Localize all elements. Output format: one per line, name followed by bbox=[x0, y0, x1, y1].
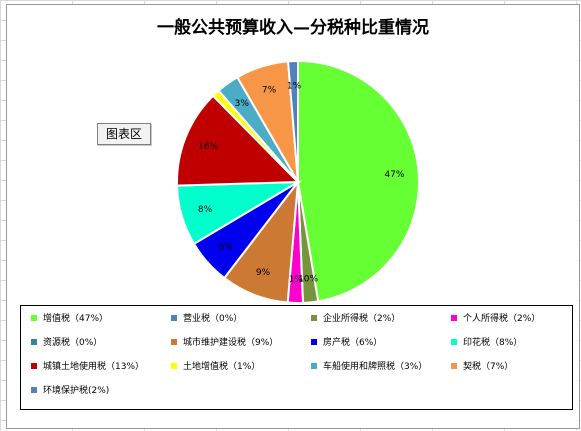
legend-swatch bbox=[31, 362, 37, 369]
legend-label: 车船使用和牌照税（3%） bbox=[323, 362, 428, 372]
chart-area-tooltip: 图表区 bbox=[97, 123, 151, 145]
pie-slice-12[interactable] bbox=[286, 59, 299, 183]
legend-label: 城市维护建设税（9%） bbox=[183, 338, 279, 348]
data-label-5: 9% bbox=[256, 268, 271, 278]
legend-swatch bbox=[311, 338, 317, 345]
pie-data-labels: 47%10%1%9%6%8%16%3%7% 1% bbox=[198, 81, 405, 284]
legend-item-2[interactable]: 企业所得税（2%） bbox=[311, 312, 400, 326]
legend-item-4[interactable]: 资源税（0%） bbox=[31, 336, 102, 350]
data-label-6: 6% bbox=[218, 242, 233, 252]
pie-slice-8[interactable] bbox=[176, 94, 301, 187]
legend-label: 个人所得税（2%） bbox=[463, 314, 541, 324]
legend-item-11[interactable]: 契税（7%） bbox=[451, 360, 513, 374]
legend-label: 营业税（0%） bbox=[183, 314, 243, 324]
legend-label: 城镇土地使用税（13%） bbox=[43, 362, 145, 372]
pie-slices bbox=[176, 59, 420, 304]
legend-label: 增值税（47%） bbox=[43, 314, 109, 324]
chart-legend[interactable]: 增值税（47%） 营业税（0%） 企业所得税（2%） 个人所得税（2%） 资源税（0%）… bbox=[20, 305, 573, 410]
legend-swatch bbox=[31, 386, 37, 393]
data-label-11: 7% bbox=[262, 86, 277, 96]
legend-label: 环境保护税(2%) bbox=[43, 386, 110, 396]
chart-area[interactable]: 一般公共预算收入—分税种比重情况 图表区 47% 10% 1% 9% 6% 8% 16% 3%… bbox=[6, 4, 580, 429]
legend-label: 企业所得税（2%） bbox=[323, 314, 401, 324]
legend-item-3[interactable]: 个人所得税（2%） bbox=[451, 312, 540, 326]
legend-swatch bbox=[451, 338, 457, 345]
data-label-7: 8% bbox=[198, 205, 213, 215]
data-label-3: 1% bbox=[289, 275, 304, 285]
legend-swatch bbox=[451, 314, 457, 321]
data-label-12: 1% bbox=[287, 81, 302, 91]
pie-chart[interactable]: 47%10%1%9%6%8%16%3%7% 1% bbox=[7, 5, 579, 305]
legend-item-0[interactable]: 增值税（47%） bbox=[31, 312, 108, 326]
legend-swatch bbox=[31, 338, 37, 345]
data-label-0: 47% bbox=[384, 170, 404, 180]
legend-swatch bbox=[451, 362, 457, 369]
legend-item-8[interactable]: 城镇土地使用税（13%） bbox=[31, 360, 144, 374]
legend-label: 资源税（0%） bbox=[43, 338, 103, 348]
legend-label: 印花税（8%） bbox=[463, 338, 523, 348]
legend-item-9[interactable]: 土地增值税（1%） bbox=[171, 360, 260, 374]
legend-item-1[interactable]: 营业税（0%） bbox=[171, 312, 242, 326]
legend-swatch bbox=[171, 338, 177, 345]
legend-swatch bbox=[171, 314, 177, 321]
legend-swatch bbox=[171, 362, 177, 369]
legend-label: 土地增值税（1%） bbox=[183, 362, 261, 372]
legend-item-7[interactable]: 印花税（8%） bbox=[451, 336, 522, 350]
legend-item-6[interactable]: 房产税（6%） bbox=[311, 336, 382, 350]
pie-slice-0[interactable] bbox=[297, 59, 420, 303]
chart-title: 一般公共预算收入—分税种比重情况 bbox=[157, 18, 429, 38]
legend-item-12[interactable]: 环境保护税(2%) bbox=[31, 384, 109, 398]
legend-item-5[interactable]: 城市维护建设税（9%） bbox=[171, 336, 278, 350]
legend-item-10[interactable]: 车船使用和牌照税（3%） bbox=[311, 360, 427, 374]
legend-swatch bbox=[311, 314, 317, 321]
data-label-2: 10% bbox=[298, 274, 318, 284]
legend-swatch bbox=[311, 362, 317, 369]
legend-swatch bbox=[31, 314, 37, 321]
legend-label: 房产税（6%） bbox=[323, 338, 383, 348]
data-label-10: 3% bbox=[235, 99, 250, 109]
data-label-8: 16% bbox=[198, 142, 218, 152]
legend-label: 契税（7%） bbox=[463, 362, 514, 372]
